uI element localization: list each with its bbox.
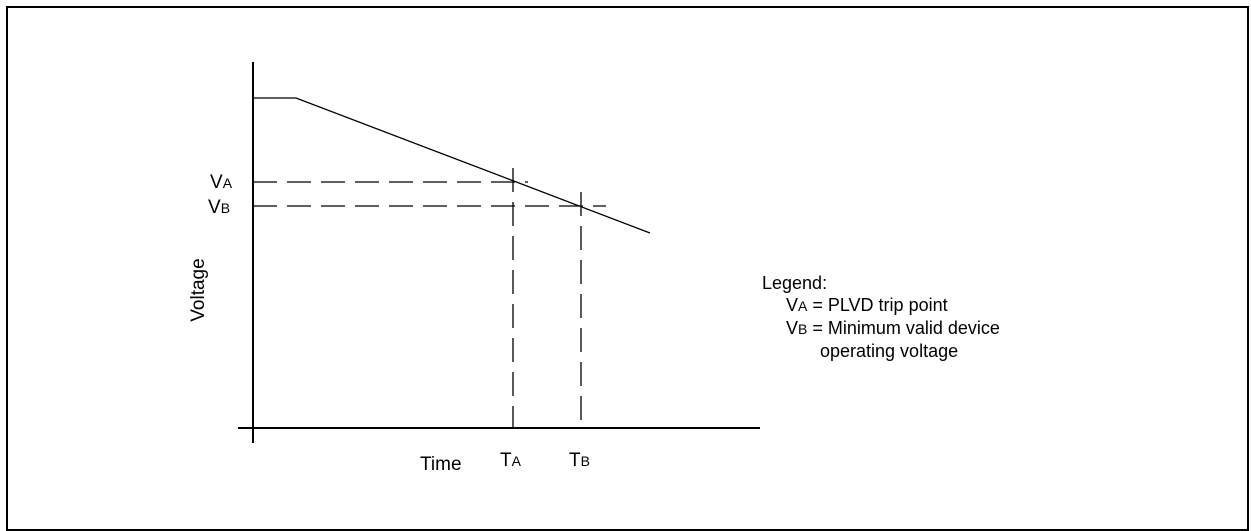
voltage-curve — [253, 97, 651, 234]
figure-frame — [6, 6, 1249, 531]
legend-item-va: VA = PLVD trip point — [786, 295, 948, 315]
vb-marker-label: VB — [208, 197, 230, 218]
va-marker-label: VA — [210, 172, 233, 193]
legend-title: Legend: — [762, 273, 828, 293]
legend-item-vb: VB = Minimum valid device — [786, 318, 1000, 338]
legend: Legend: VA = PLVD trip point VB = Minimu… — [762, 272, 1000, 362]
ta-marker-label: TA — [500, 450, 522, 471]
y-axis-label: Voltage — [188, 258, 209, 321]
legend-item-vb-continued: operating voltage — [820, 341, 959, 361]
x-axis-label: Time — [420, 454, 462, 475]
tb-marker-label: TB — [569, 450, 590, 471]
